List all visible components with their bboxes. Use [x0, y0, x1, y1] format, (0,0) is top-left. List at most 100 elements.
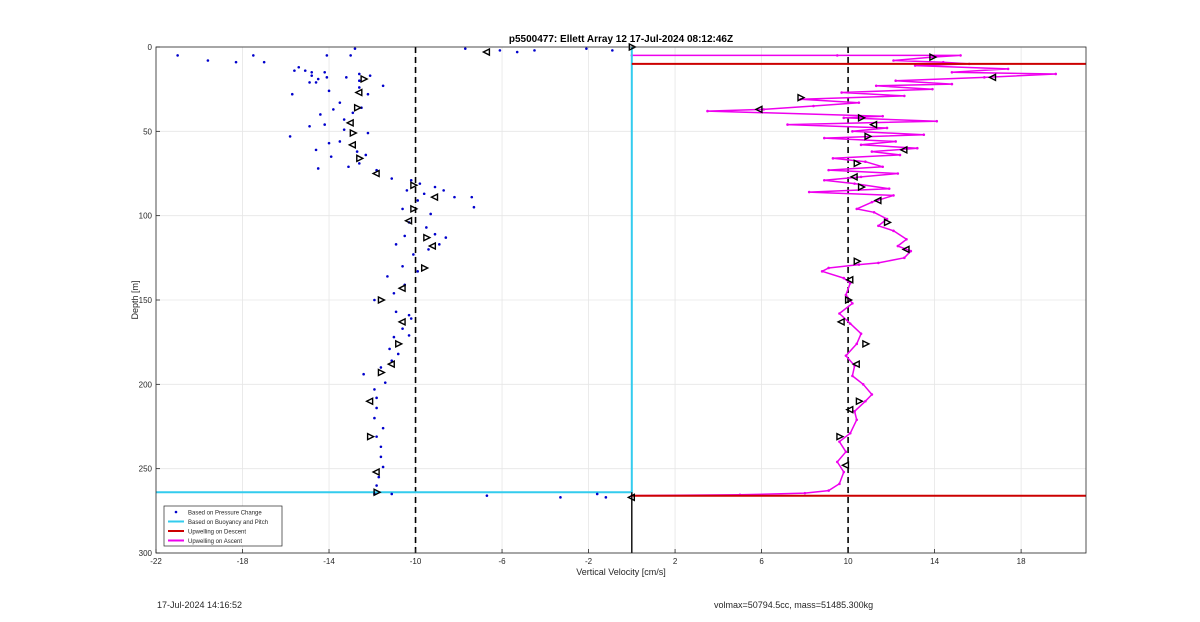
pressure-point: [252, 54, 255, 57]
ascent-point: [831, 157, 835, 160]
ascent-point: [838, 440, 841, 443]
pressure-point: [375, 396, 378, 400]
ascent-point: [857, 263, 861, 266]
pressure-marker: [373, 488, 382, 497]
ascent-point: [842, 470, 846, 474]
ascent-point: [1054, 72, 1058, 76]
ascent-point: [827, 168, 830, 172]
pressure-marker: [347, 140, 357, 149]
pressure-point: [332, 108, 335, 111]
pressure-point: [386, 275, 389, 278]
pressure-marker: [345, 118, 354, 128]
y-tick-label: 300: [139, 549, 153, 558]
pressure-point: [325, 76, 329, 79]
ascent-marker: [754, 105, 763, 114]
pressure-point: [472, 205, 476, 209]
pressure-point: [323, 71, 326, 74]
ascent-point: [842, 276, 846, 280]
pressure-point: [262, 60, 266, 64]
pressure-point: [470, 195, 474, 199]
pressure-point: [392, 335, 396, 339]
ascent-marker: [844, 295, 854, 305]
pressure-point: [390, 177, 394, 180]
y-tick-label: 250: [139, 465, 153, 474]
pressure-point: [425, 226, 428, 229]
ascent-point: [835, 460, 839, 464]
pressure-point: [206, 59, 210, 62]
ascent-point: [903, 94, 906, 98]
ascent-marker: [868, 120, 878, 129]
pressure-marker: [397, 284, 406, 293]
ascent-point: [855, 342, 859, 346]
pressure-marker: [410, 181, 419, 190]
ascent-point: [931, 87, 934, 91]
x-tick-label: -18: [237, 557, 249, 566]
ascent-point: [864, 399, 867, 403]
pressure-point: [290, 92, 294, 96]
ascent-point: [827, 266, 830, 270]
ascent-point: [838, 312, 841, 315]
ascent-point: [835, 54, 839, 57]
pressure-point: [358, 162, 361, 165]
plot-area: [156, 42, 1086, 553]
pressure-point: [394, 310, 398, 314]
ascent-point: [896, 244, 900, 248]
pressure-point: [342, 118, 346, 121]
ascent-marker: [857, 182, 867, 192]
ascent-marker: [797, 93, 806, 102]
ascent-point: [853, 410, 856, 413]
pressure-point: [316, 77, 320, 81]
pressure-marker: [481, 47, 491, 57]
ascent-point: [859, 175, 863, 179]
pressure-marker: [354, 88, 363, 97]
ascent-point: [861, 383, 865, 386]
pressure-point: [373, 416, 376, 420]
x-tick-label: 18: [1017, 557, 1026, 566]
ascent-point: [870, 200, 874, 204]
legend: Based on Pressure Change Based on Buoyanc…: [163, 505, 283, 547]
pressure-point: [383, 381, 387, 384]
pressure-point: [379, 366, 383, 369]
pressure-marker: [371, 467, 380, 477]
pressure-marker: [423, 233, 432, 242]
ascent-marker: [899, 145, 908, 155]
ascent-point: [894, 79, 897, 83]
pressure-point: [349, 54, 352, 57]
ascent-marker: [987, 73, 997, 82]
ascent-point: [706, 109, 709, 113]
ascent-point: [786, 123, 789, 126]
ascent-marker: [853, 159, 862, 168]
ascent-point: [762, 108, 766, 111]
ascent-point: [807, 190, 811, 194]
ascent-marker: [857, 113, 867, 122]
grid-lines: [155, 46, 1086, 554]
pressure-point: [293, 69, 296, 72]
ascent-marker: [836, 317, 845, 327]
pressure-point: [345, 76, 348, 79]
pressure-point: [338, 140, 342, 143]
ascent-marker: [901, 245, 910, 254]
pressure-point: [364, 153, 368, 157]
legend-label: Upwelling on Descent: [188, 530, 246, 536]
pressure-point: [303, 69, 307, 72]
x-axis-label: Vertical Velocity [cm/s]: [576, 567, 666, 577]
ascent-point: [870, 393, 874, 396]
pressure-point: [416, 199, 419, 202]
pressure-marker: [356, 154, 365, 163]
ascent-marker: [873, 196, 882, 205]
ascent-point: [898, 153, 902, 157]
pressure-point: [394, 243, 398, 246]
ascent-point: [905, 237, 908, 241]
ascent-point: [913, 64, 917, 67]
pressure-point: [485, 494, 489, 497]
ascent-point: [838, 482, 841, 486]
ascent-point: [877, 224, 880, 228]
pressure-point: [595, 492, 599, 496]
y-tick-label: 150: [139, 296, 153, 305]
ascent-point: [812, 104, 815, 108]
ascent-point: [983, 76, 986, 79]
legend-label: Upwelling on Ascent: [188, 539, 242, 545]
pressure-point: [338, 101, 342, 104]
ascent-point: [916, 146, 919, 150]
